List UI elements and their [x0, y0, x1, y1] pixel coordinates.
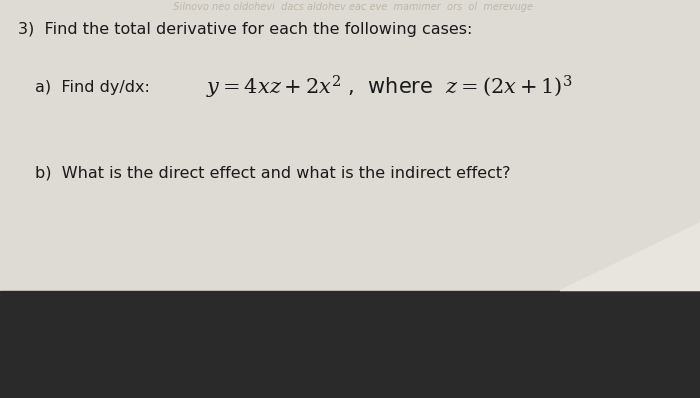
Text: Silnovo neo oldohevi  dacs aldohev eac eve  mamimer  ors  ol  merevuge: Silnovo neo oldohevi dacs aldohev eac ev… [167, 2, 533, 12]
Bar [0, 291, 700, 398]
Text: a)  Find dy/dx:: a) Find dy/dx: [35, 80, 150, 95]
Bar [0, 0, 700, 291]
Text: 3)  Find the total derivative for each the following cases:: 3) Find the total derivative for each th… [18, 22, 472, 37]
Text: b)  What is the direct effect and what is the indirect effect?: b) What is the direct effect and what is… [35, 165, 510, 180]
Polygon shape [560, 223, 700, 291]
Text: $y = 4xz + 2x^2$ ,  where  $z = (2x+1)^3$: $y = 4xz + 2x^2$ , where $z = (2x+1)^3$ [206, 74, 573, 101]
